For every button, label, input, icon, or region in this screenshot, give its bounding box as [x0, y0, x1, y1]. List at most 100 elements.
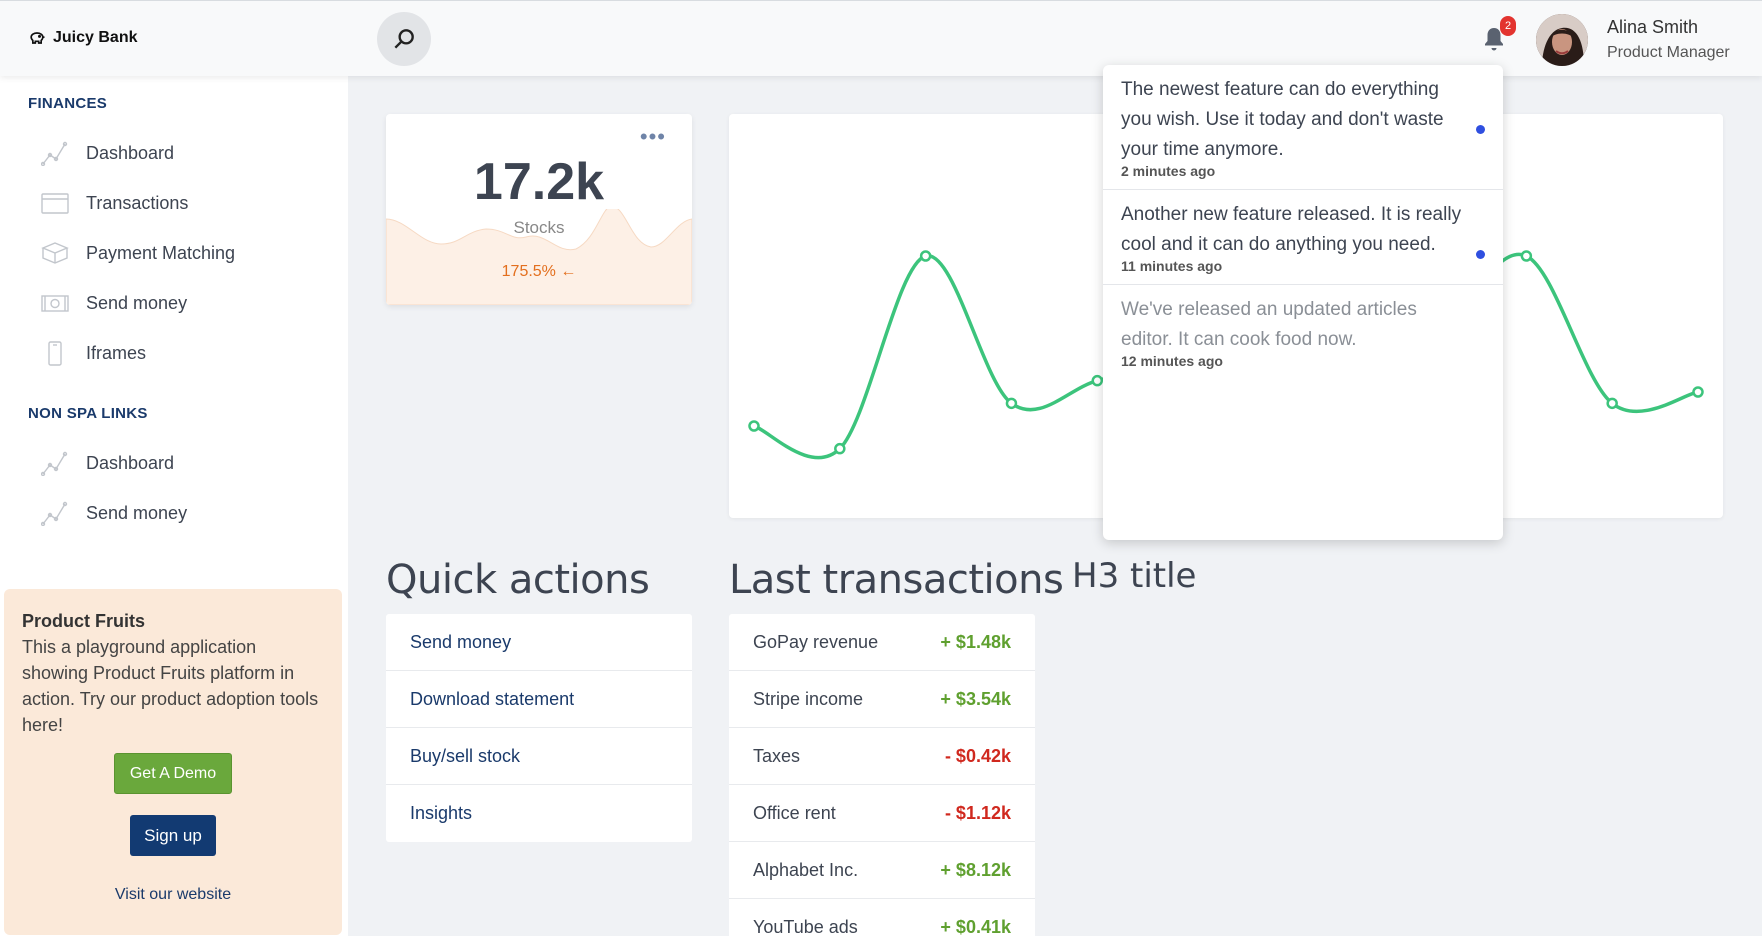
table-row: GoPay revenue + $1.48k: [729, 614, 1035, 671]
sidebar-item-dashboard[interactable]: Dashboard: [40, 135, 174, 171]
stat-value: 17.2k: [473, 153, 605, 211]
chart-point[interactable]: [1091, 374, 1104, 387]
sidebar-item-send-money[interactable]: Send money: [40, 285, 187, 321]
sidebar-item-label: Payment Matching: [86, 242, 236, 263]
box-icon: [40, 238, 70, 268]
sidebar-item-send-money-nonspa[interactable]: Send money: [40, 495, 187, 531]
quick-action-download-statement[interactable]: Download statement: [410, 688, 575, 709]
quick-action-insights[interactable]: Insights: [410, 803, 473, 823]
quick-action-send-money[interactable]: Send money: [410, 631, 512, 652]
h3-title: H3 title: [1072, 556, 1197, 596]
sidebar-item-label: Send money: [86, 502, 188, 523]
transaction-amount: + $0.41k: [940, 917, 1011, 936]
transaction-name: Alphabet Inc.: [753, 859, 859, 880]
notification-text: Another new feature released. It is real…: [1121, 204, 1462, 255]
notification-item[interactable]: The newest feature can do everything you…: [1103, 65, 1503, 190]
chart-point[interactable]: [919, 250, 932, 262]
notification-time: 12 minutes ago: [1121, 353, 1223, 369]
last-transactions-title: Last transactions: [729, 557, 1064, 603]
phone-icon: [40, 338, 70, 368]
search-icon: [394, 29, 414, 49]
transaction-name: YouTube ads: [753, 917, 858, 936]
sign-up-button[interactable]: Sign up: [130, 815, 216, 856]
user-role: Product Manager: [1607, 44, 1730, 61]
notification-item[interactable]: Another new feature released. It is real…: [1103, 190, 1503, 285]
transaction-name: Taxes: [753, 745, 801, 766]
chart-point[interactable]: [1606, 397, 1618, 410]
quick-actions-list: Send money Download statement Buy/sell s…: [386, 614, 692, 842]
table-row: Office rent - $1.12k: [729, 785, 1035, 842]
notification-text: We've released an updated articles edito…: [1121, 299, 1417, 350]
stat-label: Stocks: [513, 218, 565, 237]
transaction-amount: - $0.42k: [944, 745, 1011, 766]
notification-time: 11 minutes ago: [1121, 258, 1223, 274]
table-row: Stripe income + $3.54k: [729, 671, 1035, 728]
notification-badge: 2: [1500, 16, 1516, 36]
promo-panel: Product Fruits This a playground applica…: [4, 589, 342, 935]
chart-point[interactable]: [748, 420, 760, 432]
unread-dot-icon: [1476, 125, 1485, 134]
brand-name: Juicy Bank: [53, 29, 138, 46]
transaction-amount: + $8.12k: [940, 859, 1011, 880]
sidebar-item-label: Iframes: [86, 342, 147, 363]
notification-item[interactable]: We've released an updated articles edito…: [1103, 285, 1503, 379]
transaction-amount: - $1.12k: [944, 802, 1011, 823]
list-item[interactable]: Buy/sell stock: [386, 728, 692, 785]
visit-website-link[interactable]: Visit our website: [114, 886, 232, 903]
transaction-name: Office rent: [753, 802, 836, 823]
notification-text: The newest feature can do everything you…: [1121, 79, 1444, 160]
list-item[interactable]: Download statement: [386, 671, 692, 728]
sidebar-item-label: Dashboard: [86, 452, 175, 473]
stat-card: ••• 17.2k Stocks 175.5% ←: [386, 114, 692, 305]
list-item[interactable]: Send money: [386, 614, 692, 671]
get-demo-button[interactable]: Get A Demo: [114, 753, 232, 794]
stat-change: 175.5% ←: [386, 263, 692, 281]
avatar[interactable]: [1536, 14, 1588, 66]
list-item[interactable]: Insights: [386, 785, 692, 842]
bell-icon[interactable]: [1482, 26, 1506, 52]
stat-change-value: 175.5%: [501, 263, 556, 280]
transaction-amount: + $3.54k: [940, 688, 1011, 709]
promo-title: Product Fruits: [22, 611, 146, 631]
unread-dot-icon: [1476, 250, 1485, 259]
nav-section-non-spa-links: NON SPA LINKS: [28, 405, 148, 422]
chart-line-icon: [40, 498, 70, 528]
card-icon: [40, 188, 70, 218]
avatar-image: [1536, 14, 1588, 66]
top-header: Juicy Bank 2 Alina Smith Product Manager: [0, 0, 1762, 76]
chart-point[interactable]: [1692, 386, 1704, 398]
quick-actions-title: Quick actions: [386, 557, 650, 603]
chart-point[interactable]: [834, 442, 846, 455]
notifications-dropdown: The newest feature can do everything you…: [1103, 65, 1503, 540]
sidebar-item-payment-matching[interactable]: Payment Matching: [40, 235, 235, 271]
stat-wave-background: [386, 209, 692, 305]
nav-section-finances: FINANCES: [28, 95, 108, 112]
search-button[interactable]: [377, 12, 431, 66]
promo-text: This a playground application showing Pr…: [22, 637, 319, 735]
transaction-name: Stripe income: [753, 688, 864, 709]
sidebar-item-label: Transactions: [86, 192, 189, 213]
brand-logo[interactable]: Juicy Bank: [27, 28, 137, 48]
chart-point[interactable]: [1005, 397, 1018, 410]
notification-time: 2 minutes ago: [1121, 163, 1216, 179]
sidebar-item-dashboard-nonspa[interactable]: Dashboard: [40, 445, 174, 481]
more-options-icon[interactable]: •••: [639, 124, 666, 149]
chart-point[interactable]: [1520, 250, 1533, 262]
money-icon: [40, 288, 70, 318]
quick-action-buy-sell-stock[interactable]: Buy/sell stock: [410, 745, 521, 766]
arrow-left-icon: ←: [560, 263, 577, 280]
transaction-amount: + $1.48k: [940, 631, 1011, 652]
sidebar-item-label: Send money: [86, 292, 188, 313]
table-row: Taxes - $0.42k: [729, 728, 1035, 785]
chart-line-icon: [40, 138, 70, 168]
transaction-name: GoPay revenue: [753, 631, 879, 652]
user-name[interactable]: Alina Smith: [1607, 17, 1699, 37]
sidebar-item-label: Dashboard: [86, 142, 175, 163]
sidebar-item-iframes[interactable]: Iframes: [40, 335, 146, 371]
table-row: YouTube ads + $0.41k: [729, 899, 1035, 936]
table-row: Alphabet Inc. + $8.12k: [729, 842, 1035, 899]
chart-line-icon: [40, 448, 70, 478]
transactions-list: GoPay revenue + $1.48k Stripe income + $3.…: [729, 614, 1035, 936]
sidebar-item-transactions[interactable]: Transactions: [40, 185, 188, 221]
piggy-bank-icon: [30, 32, 45, 44]
